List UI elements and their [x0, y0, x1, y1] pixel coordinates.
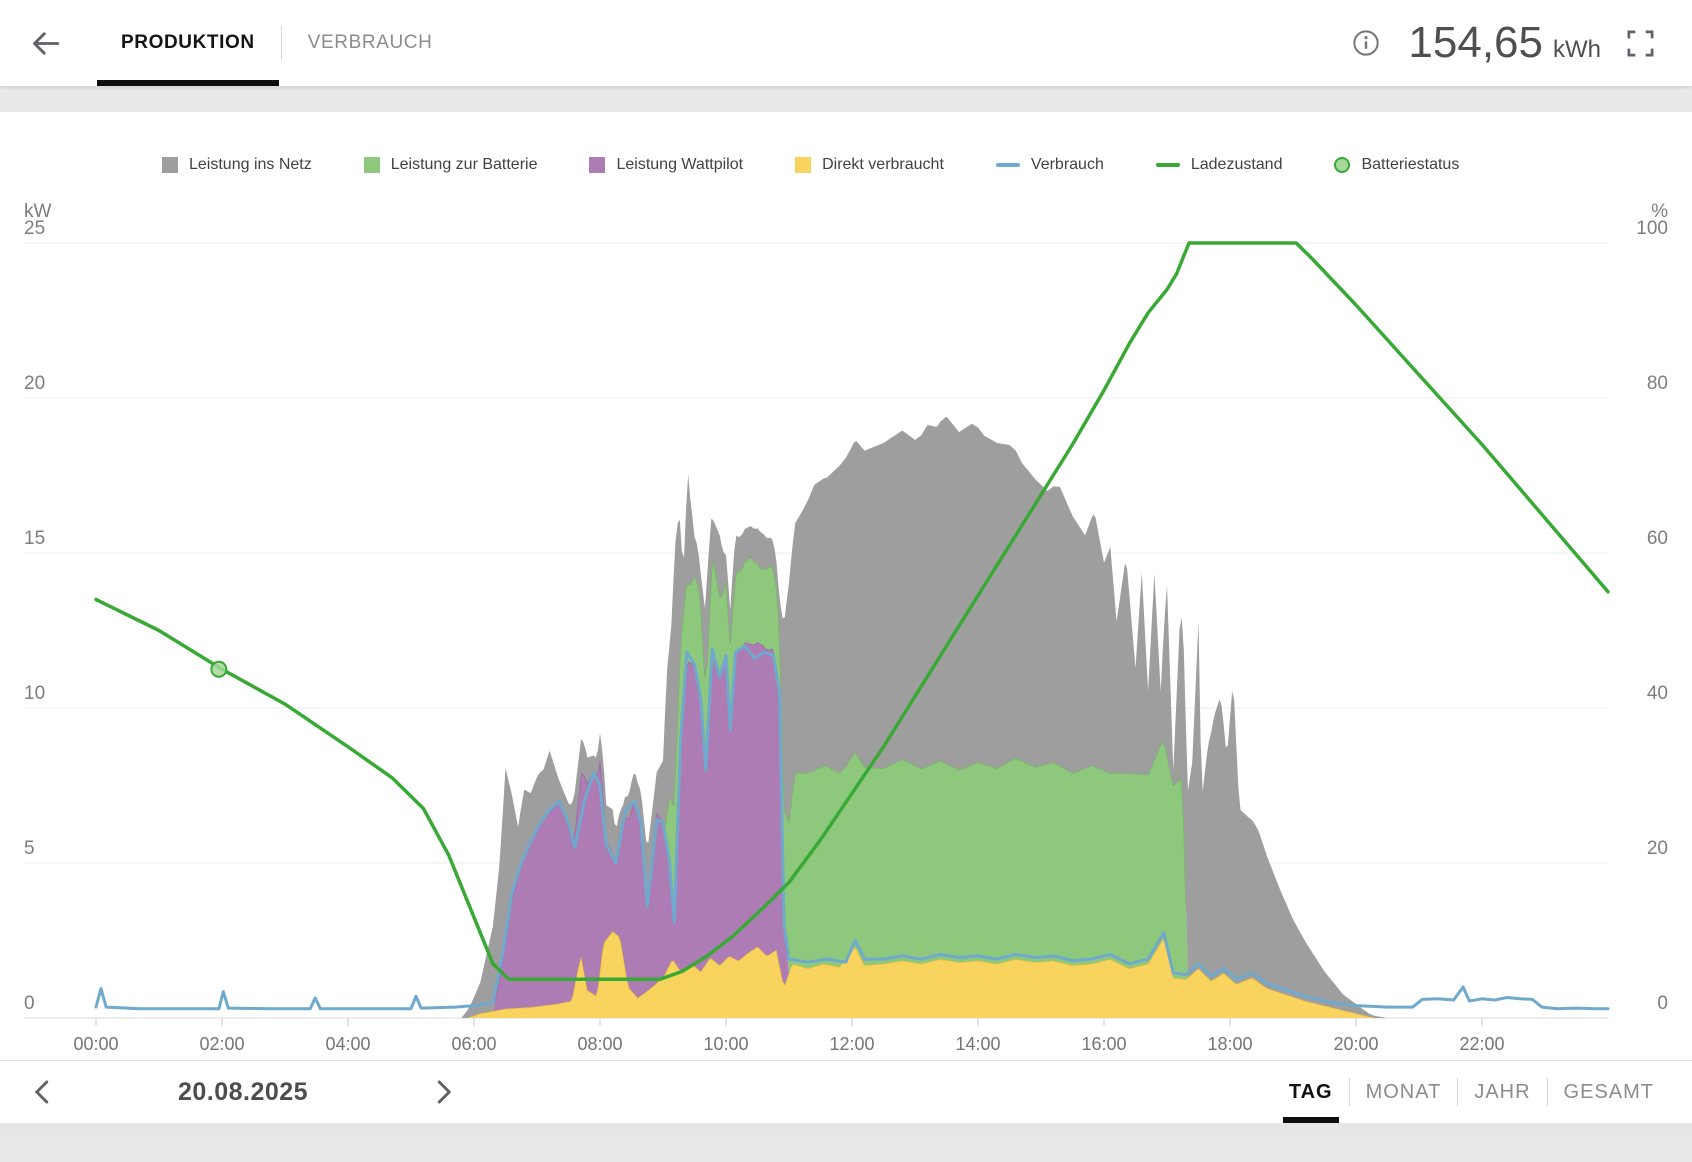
svg-text:40: 40 — [1647, 683, 1668, 704]
legend-label: Leistung Wattpilot — [616, 156, 744, 173]
production-chart[interactable]: 0 5 10 15 20 25 0 20 40 60 80 100 kW % 00:00 02:00 04:00… — [0, 186, 1692, 1056]
svg-text:10:00: 10:00 — [703, 1034, 748, 1054]
total-energy-value: 154,65 — [1408, 18, 1543, 67]
battery-charge-swatch-icon — [363, 157, 380, 173]
svg-text:20:00: 20:00 — [1333, 1034, 1378, 1054]
tab-divider — [280, 26, 282, 60]
svg-text:18:00: 18:00 — [1207, 1034, 1252, 1054]
legend-label: Verbrauch — [1030, 156, 1104, 173]
range-tab-label: TAG — [1288, 1080, 1333, 1103]
range-tab-label: GESAMT — [1563, 1080, 1654, 1103]
consumption-line-swatch-icon — [995, 163, 1020, 167]
range-tab-divider — [1546, 1078, 1548, 1106]
range-tabs: TAG MONAT JAHR GESAMT — [1273, 1061, 1670, 1123]
svg-text:60: 60 — [1647, 528, 1668, 549]
legend-item-leistung-ins-netz[interactable]: Leistung ins Netz — [162, 156, 312, 174]
svg-text:10: 10 — [24, 683, 45, 704]
back-icon — [33, 31, 60, 55]
battery-status-swatch-icon — [1334, 157, 1351, 173]
svg-text:20: 20 — [24, 373, 45, 394]
svg-text:0: 0 — [24, 993, 35, 1014]
next-day-button[interactable] — [418, 1077, 468, 1107]
svg-text:0: 0 — [1657, 993, 1668, 1014]
svg-text:kW: kW — [24, 201, 52, 222]
legend-item-verbrauch[interactable]: Verbrauch — [995, 156, 1104, 174]
tab-produktion[interactable]: PRODUKTION — [97, 0, 279, 86]
footer-spacer — [468, 1061, 1273, 1123]
view-tabs: PRODUKTION VERBRAUCH — [97, 0, 456, 86]
legend-item-batteriestatus[interactable]: Batteriestatus — [1334, 156, 1459, 174]
svg-text:5: 5 — [24, 838, 35, 859]
range-tab-divider — [1457, 1078, 1459, 1106]
range-tab-gesamt[interactable]: GESAMT — [1548, 1061, 1670, 1123]
header-gap-strip — [0, 86, 1692, 112]
date-label[interactable]: 20.08.2025 — [177, 1077, 309, 1106]
range-tab-label: JAHR — [1474, 1080, 1531, 1103]
svg-text:22:00: 22:00 — [1459, 1034, 1504, 1054]
chart-legend: Leistung ins Netz Leistung zur Batterie … — [162, 148, 1692, 182]
range-tab-jahr[interactable]: JAHR — [1458, 1061, 1546, 1123]
previous-day-button[interactable] — [18, 1077, 68, 1107]
direct-use-swatch-icon — [795, 157, 812, 173]
svg-text:12:00: 12:00 — [829, 1034, 874, 1054]
legend-item-leistung-wattpilot[interactable]: Leistung Wattpilot — [589, 156, 743, 174]
svg-text:25: 25 — [24, 218, 45, 239]
legend-item-leistung-zur-batterie[interactable]: Leistung zur Batterie — [363, 156, 538, 174]
legend-item-direkt-verbraucht[interactable]: Direkt verbraucht — [795, 156, 944, 174]
footer-bar: 20.08.2025 TAG MONAT JAHR GESAMT — [0, 1060, 1692, 1123]
svg-text:04:00: 04:00 — [325, 1034, 370, 1054]
range-tab-monat[interactable]: MONAT — [1350, 1061, 1458, 1123]
svg-text:100: 100 — [1636, 218, 1668, 239]
svg-text:20: 20 — [1647, 838, 1668, 859]
svg-text:15: 15 — [24, 528, 45, 549]
back-button[interactable] — [20, 0, 71, 86]
svg-text:06:00: 06:00 — [451, 1034, 496, 1054]
topbar-spacer — [456, 0, 1342, 86]
chart-card: Leistung ins Netz Leistung zur Batterie … — [0, 112, 1692, 1060]
legend-label: Ladezustand — [1190, 156, 1283, 173]
total-energy-unit: kWh — [1553, 36, 1601, 63]
tab-verbrauch[interactable]: VERBRAUCH — [284, 0, 457, 86]
svg-text:00:00: 00:00 — [73, 1034, 118, 1054]
info-button[interactable] — [1342, 0, 1390, 86]
chevron-right-icon — [437, 1080, 451, 1104]
svg-text:%: % — [1651, 201, 1668, 222]
legend-label: Leistung ins Netz — [189, 156, 312, 173]
bottom-strip — [0, 1123, 1692, 1136]
range-tab-label: MONAT — [1365, 1080, 1442, 1103]
fullscreen-icon — [1627, 30, 1654, 56]
top-bar: PRODUKTION VERBRAUCH 154,65 kWh — [0, 0, 1692, 86]
legend-label: Leistung zur Batterie — [390, 156, 538, 173]
svg-text:02:00: 02:00 — [199, 1034, 244, 1054]
svg-text:80: 80 — [1647, 373, 1668, 394]
wattpilot-swatch-icon — [589, 157, 606, 173]
svg-text:08:00: 08:00 — [577, 1034, 622, 1054]
date-navigation: 20.08.2025 — [18, 1061, 468, 1123]
legend-label: Direkt verbraucht — [822, 156, 944, 173]
svg-text:16:00: 16:00 — [1081, 1034, 1126, 1054]
chevron-left-icon — [35, 1080, 49, 1104]
total-energy: 154,65 kWh — [1408, 18, 1601, 68]
tab-verbrauch-label: VERBRAUCH — [307, 32, 433, 53]
range-tab-divider — [1348, 1078, 1350, 1106]
info-icon — [1353, 30, 1380, 56]
range-tab-tag[interactable]: TAG — [1273, 1061, 1349, 1123]
soc-line-swatch-icon — [1155, 163, 1180, 167]
legend-item-ladezustand[interactable]: Ladezustand — [1155, 156, 1283, 174]
tab-produktion-label: PRODUKTION — [121, 32, 255, 53]
fullscreen-button[interactable] — [1615, 0, 1666, 86]
svg-text:14:00: 14:00 — [955, 1034, 1000, 1054]
legend-label: Batteriestatus — [1361, 156, 1460, 173]
grid-feed-swatch-icon — [162, 157, 178, 173]
